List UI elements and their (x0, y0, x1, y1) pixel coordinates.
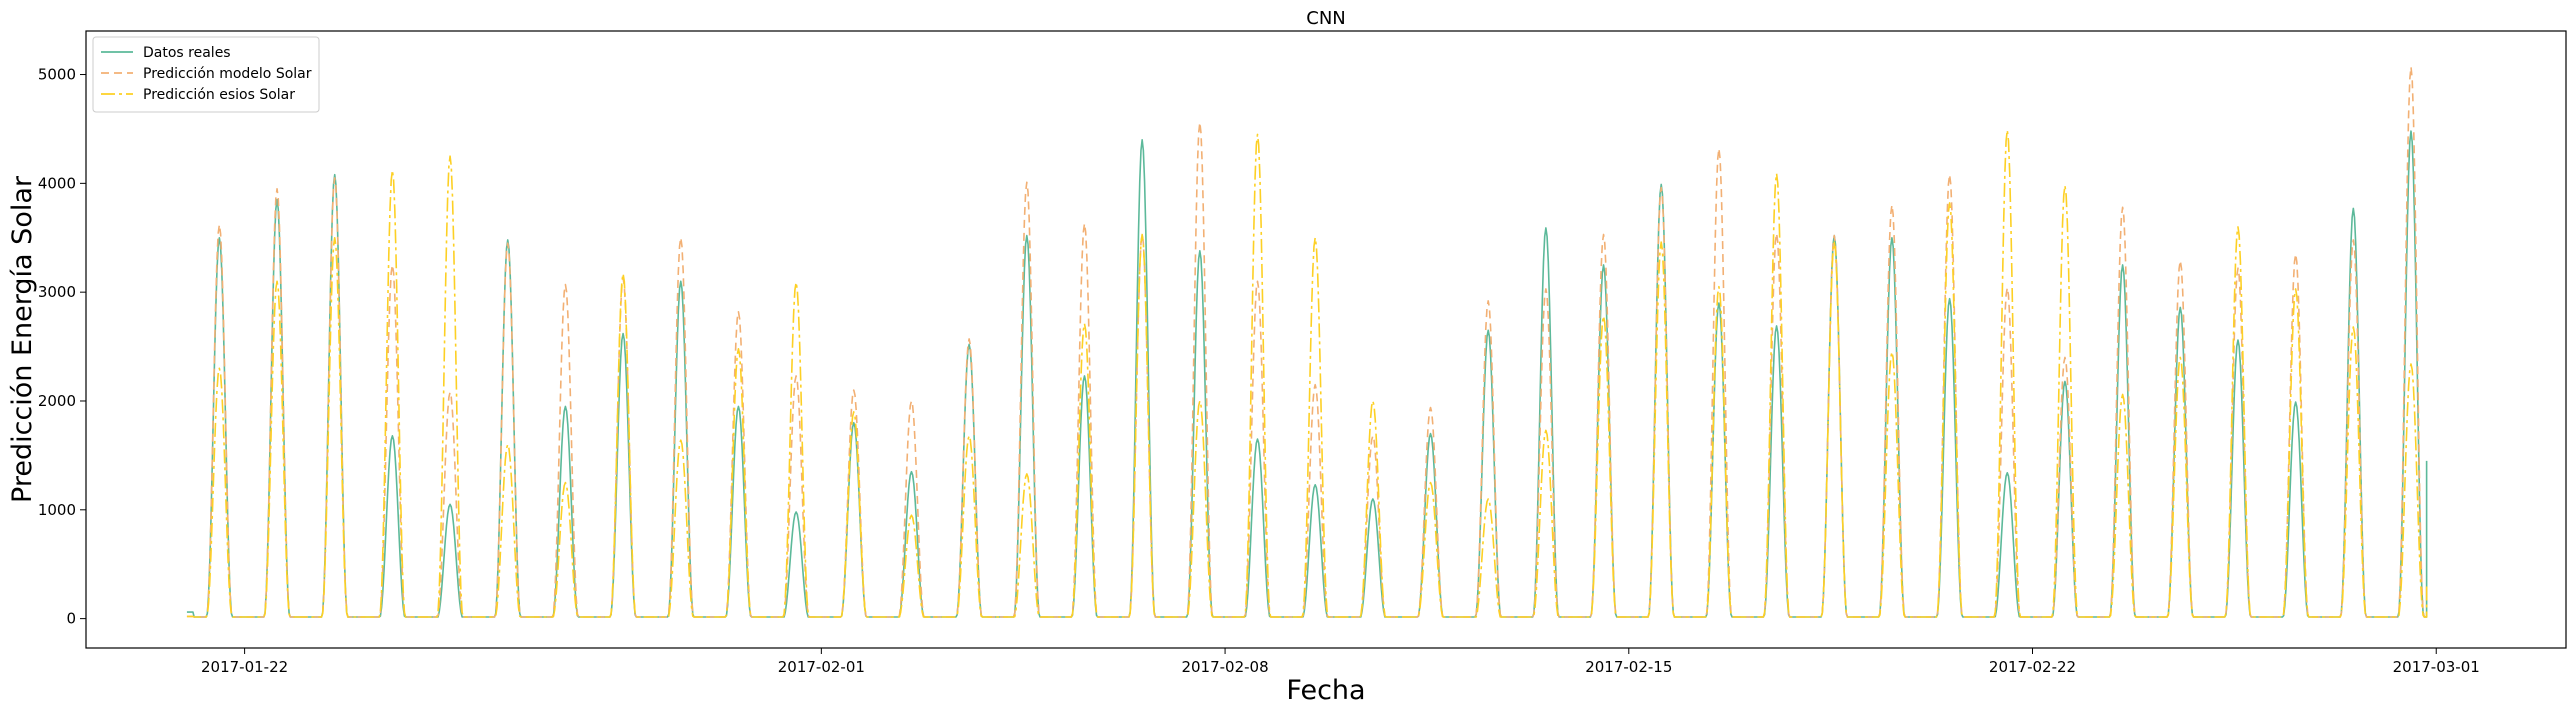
legend-box (92, 36, 320, 113)
y-tick-label: 4000 (38, 174, 76, 192)
y-tick-label: 3000 (38, 283, 76, 301)
x-tick-label: 2017-02-22 (1989, 658, 2076, 676)
legend-label: Predicción esios Solar (143, 87, 295, 103)
y-tick-label: 2000 (38, 392, 76, 410)
y-tick-label: 1000 (38, 501, 76, 519)
series-layer (186, 66, 2428, 618)
plot-area (85, 30, 2567, 649)
x-tick-label: 2017-02-01 (778, 658, 865, 676)
legend-label: Datos reales (143, 45, 231, 61)
legend-label: Predicción modelo Solar (143, 66, 312, 82)
chart-title: CNN (1306, 8, 1346, 29)
x-axis-label: Fecha (1286, 675, 1365, 706)
x-axis: 2017-01-22 2017-02-01 2017-02-08 2017-02-15… (201, 648, 2480, 676)
legend: Datos reales Predicción modelo Solar Predi… (92, 36, 320, 113)
y-tick-label: 0 (66, 610, 76, 628)
plot-frame (85, 30, 2567, 649)
series-line-2 (186, 66, 2427, 618)
y-tick-label: 5000 (38, 66, 76, 84)
x-tick-label: 2017-01-22 (201, 658, 288, 676)
x-tick-label: 2017-03-01 (2393, 658, 2480, 676)
x-tick-label: 2017-02-15 (1585, 658, 1672, 676)
y-axis: 0 1000 2000 3000 4000 5000 (38, 66, 86, 628)
y-axis-label: Predicción Energía Solar (7, 175, 38, 503)
x-tick-label: 2017-02-08 (1181, 658, 1268, 676)
series-line-3 (186, 129, 2428, 618)
